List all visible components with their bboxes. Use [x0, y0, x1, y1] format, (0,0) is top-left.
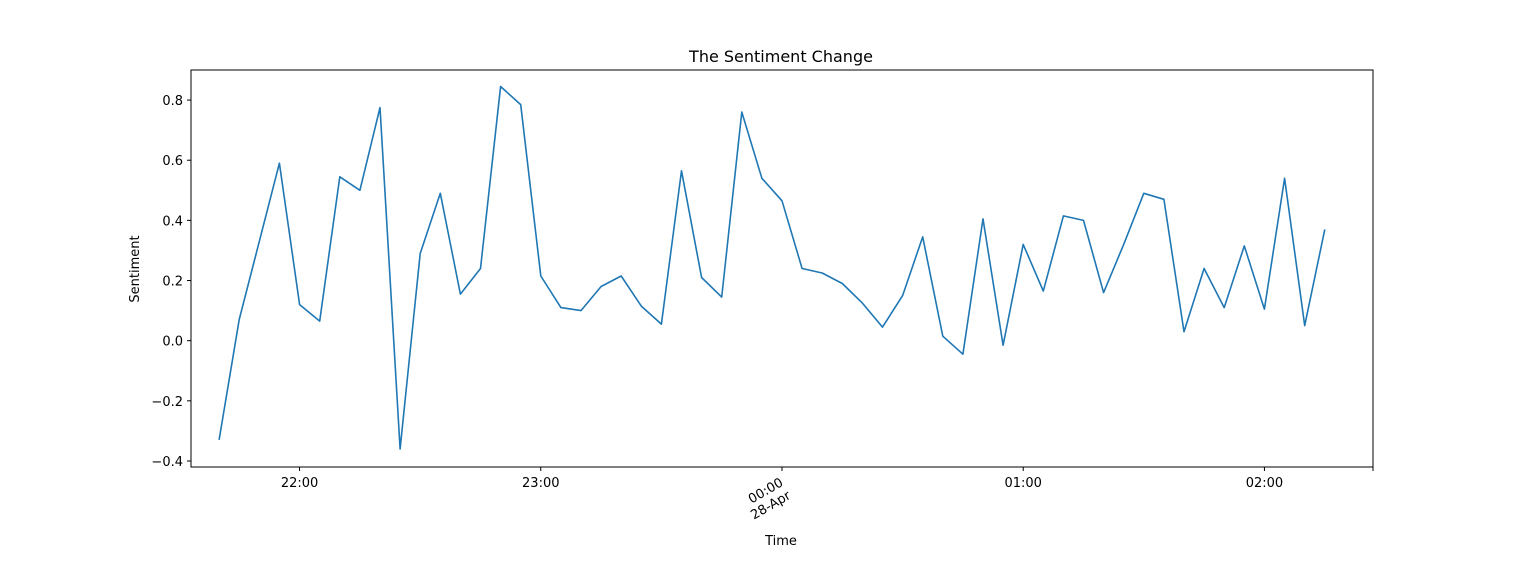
- y-tick-label: 0.0: [162, 335, 183, 350]
- y-axis-label: Sentiment: [128, 235, 143, 302]
- y-tick-label: −0.2: [151, 395, 183, 410]
- series-layer: [218, 85, 1326, 450]
- x-tick-label: 01:00: [1004, 476, 1041, 491]
- y-tick-label: 0.4: [162, 214, 183, 229]
- x-tick-label: 23:00: [522, 476, 559, 491]
- y-axis: −0.4 −0.2 0.0 0.2 0.4 0.6 0.8: [151, 94, 191, 470]
- x-tick-label: 22:00: [281, 476, 318, 491]
- y-tick-label: 0.2: [162, 275, 183, 290]
- x-tick-label: 02:00: [1246, 476, 1283, 491]
- chart-title: The Sentiment Change: [688, 47, 873, 66]
- series-line: [218, 85, 1326, 450]
- x-axis-label: Time: [764, 534, 797, 549]
- y-tick-label: 0.6: [162, 154, 183, 169]
- y-tick-label: 0.8: [162, 94, 183, 109]
- y-tick-label: −0.4: [151, 455, 183, 470]
